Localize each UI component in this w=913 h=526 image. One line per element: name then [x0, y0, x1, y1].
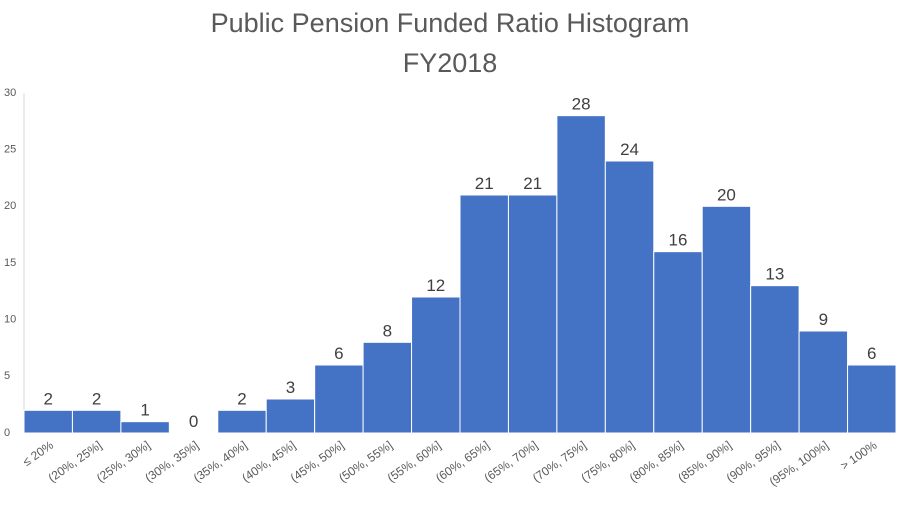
x-tick-label: (85%, 90%]	[675, 438, 734, 485]
chart-subtitle: FY2018	[403, 48, 498, 78]
value-label: 3	[286, 378, 295, 397]
value-label: 2	[43, 389, 52, 408]
bar	[604, 160, 655, 434]
value-label: 12	[426, 276, 445, 295]
bar	[798, 330, 849, 434]
x-tick-label: (30%, 35%]	[142, 438, 201, 485]
y-tick-label: 30	[4, 87, 16, 99]
value-label: 20	[717, 185, 736, 204]
value-label: 28	[572, 95, 591, 114]
bar	[120, 421, 170, 434]
bar	[750, 285, 800, 434]
y-tick-label: 20	[4, 200, 16, 212]
value-label: 6	[867, 344, 876, 363]
bar	[23, 409, 73, 434]
x-tick-label: (60%, 65%]	[433, 438, 492, 485]
y-tick-label: 25	[4, 144, 16, 156]
value-label: 0	[189, 412, 198, 431]
x-tick-label: (45%, 50%]	[288, 438, 347, 485]
bar	[459, 194, 509, 434]
value-label: 1	[140, 401, 149, 420]
bar	[507, 194, 558, 434]
value-label: 8	[383, 321, 392, 340]
x-tick-label: (75%, 80%]	[578, 438, 637, 485]
value-label: 21	[523, 174, 542, 193]
x-tick-label: (35%, 40%]	[191, 438, 250, 485]
bar	[701, 205, 752, 434]
bar	[265, 398, 316, 434]
value-label: 6	[334, 344, 343, 363]
x-tick-label: (70%, 75%]	[530, 438, 589, 485]
bar	[847, 364, 897, 434]
value-label: 2	[237, 389, 246, 408]
value-label: 13	[765, 265, 784, 284]
bar	[653, 251, 703, 434]
bar	[71, 409, 122, 434]
value-label: 16	[669, 231, 688, 250]
bar	[362, 341, 413, 434]
x-tick-label: (55%, 60%]	[385, 438, 444, 485]
value-label: 9	[819, 310, 828, 329]
value-label: 24	[620, 140, 639, 159]
bar	[217, 409, 267, 434]
x-tick-label: (25%, 30%]	[94, 438, 153, 485]
bar	[314, 364, 364, 434]
value-label: 2	[92, 389, 101, 408]
bar	[556, 115, 606, 434]
y-tick-label: 15	[4, 257, 16, 269]
y-tick-label: 5	[4, 370, 10, 382]
x-tick-label: (40%, 45%]	[239, 438, 298, 485]
chart-title: Public Pension Funded Ratio Histogram	[211, 8, 690, 38]
x-tick-label: (20%, 25%]	[46, 438, 105, 485]
bar	[411, 296, 461, 434]
x-tick-label: (50%, 55%]	[336, 438, 395, 485]
y-tick-label: 10	[4, 314, 16, 326]
y-tick-label: 0	[4, 427, 10, 439]
x-tick-label: ≤ 20%	[20, 438, 56, 469]
x-tick-label: > 100%	[838, 438, 880, 473]
value-label: 21	[475, 174, 494, 193]
x-tick-label: (65%, 70%]	[482, 438, 541, 485]
x-tick-label: (80%, 85%]	[627, 438, 686, 485]
